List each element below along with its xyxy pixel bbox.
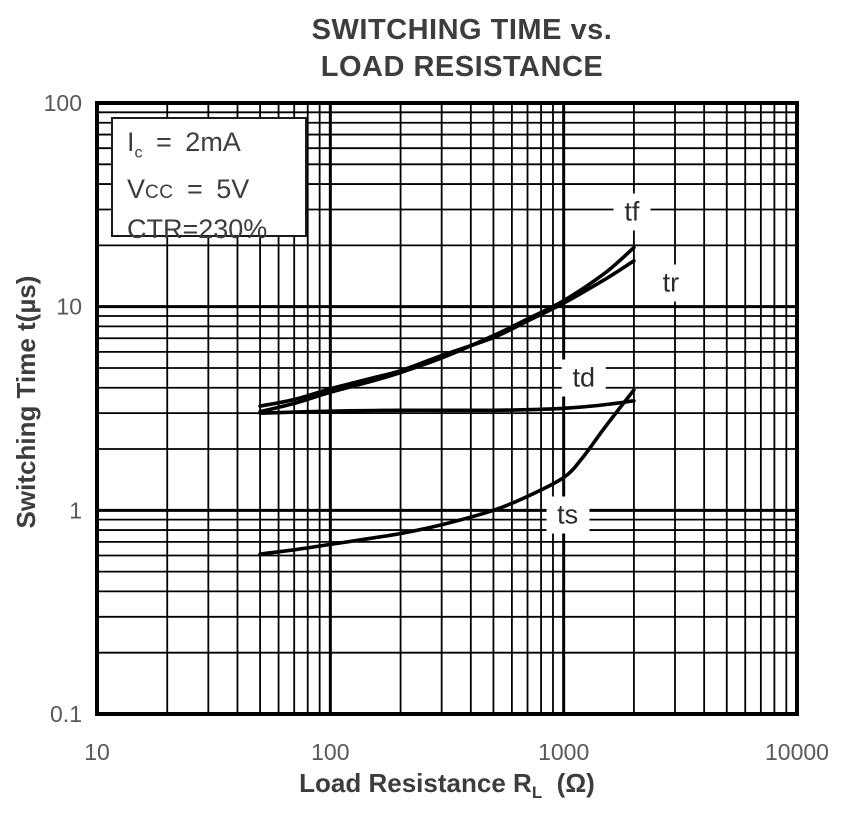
ic-value: = 2mA bbox=[156, 127, 241, 157]
x-axis-unit: (Ω) bbox=[556, 768, 595, 798]
chart-title-line1: SWITCHING TIME vs. bbox=[311, 14, 613, 46]
conditions-box: Ic = 2mA VCC = 5V CTR=230% bbox=[111, 117, 307, 244]
curve-tr bbox=[258, 259, 636, 408]
x-axis-title-text: Load Resistance bbox=[299, 768, 506, 798]
curve-label-ts: ts bbox=[546, 496, 590, 534]
svg-text:1000: 1000 bbox=[538, 739, 589, 765]
x-axis-symbol-sub: L bbox=[531, 783, 543, 803]
x-axis-symbol: R bbox=[513, 768, 532, 798]
curve-ts bbox=[258, 388, 636, 556]
x-axis-title: Load Resistance RL (Ω) bbox=[97, 768, 797, 803]
curves bbox=[258, 245, 636, 556]
x-tick-labels: 10 100 1000 10000 bbox=[84, 739, 829, 765]
condition-ic: Ic = 2mA bbox=[127, 124, 305, 171]
svg-text:100: 100 bbox=[44, 90, 82, 116]
chart-title: SWITCHING TIME vs. LOAD RESISTANCE bbox=[70, 12, 854, 86]
ic-symbol: I bbox=[127, 127, 135, 157]
svg-text:1: 1 bbox=[69, 497, 82, 523]
svg-text:10000: 10000 bbox=[765, 739, 829, 765]
svg-text:0.1: 0.1 bbox=[50, 701, 82, 727]
y-axis-title: Switching Time t(µs) bbox=[11, 275, 41, 529]
plot-border bbox=[95, 101, 799, 716]
ic-subscript: c bbox=[134, 144, 143, 162]
vcc-value: = 5V bbox=[186, 174, 250, 205]
vcc-symbol: V bbox=[127, 174, 146, 205]
chart-title-line2: LOAD RESISTANCE bbox=[320, 51, 604, 83]
curve-label-tf: tf bbox=[613, 193, 651, 231]
svg-text:10: 10 bbox=[56, 294, 82, 320]
curve-label-td: td bbox=[561, 359, 607, 397]
curve-label-tr: tr bbox=[651, 264, 691, 302]
curve-td bbox=[258, 399, 636, 415]
condition-ctr: CTR=230% bbox=[127, 214, 268, 245]
y-tick-labels: 100 10 1 0.1 bbox=[44, 90, 82, 727]
svg-text:100: 100 bbox=[311, 739, 349, 765]
condition-vcc: VCC = 5V bbox=[127, 171, 305, 211]
svg-text:10: 10 bbox=[84, 739, 110, 765]
vcc-subscript: CC bbox=[145, 182, 174, 204]
curve-tf bbox=[258, 245, 636, 414]
